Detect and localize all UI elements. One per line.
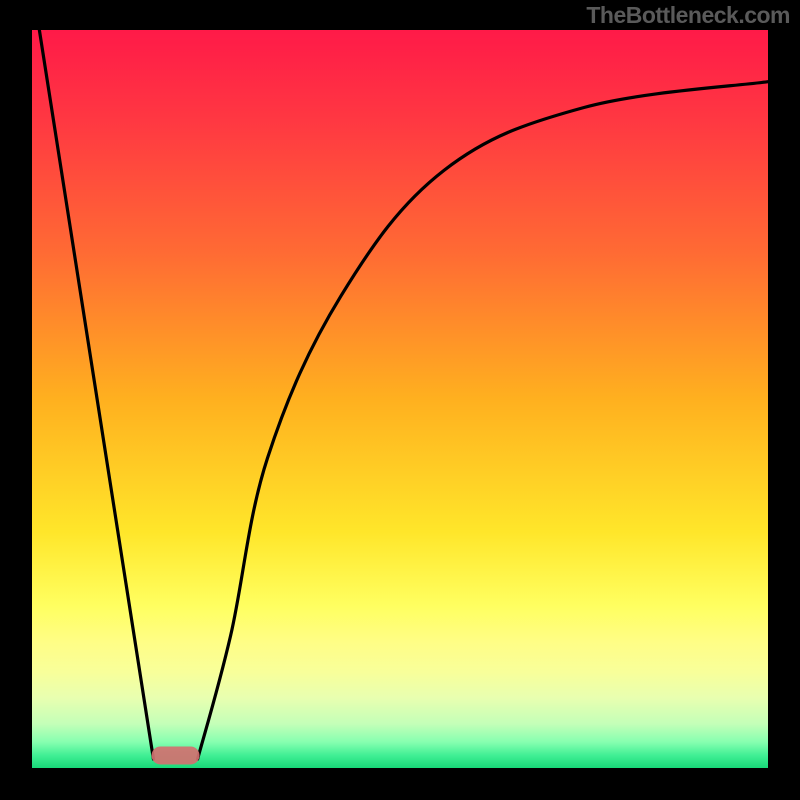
bottleneck-chart	[0, 0, 800, 800]
chart-container: TheBottleneck.com	[0, 0, 800, 800]
optimal-marker	[152, 746, 200, 764]
plot-area	[32, 30, 768, 768]
watermark-text: TheBottleneck.com	[586, 2, 790, 29]
